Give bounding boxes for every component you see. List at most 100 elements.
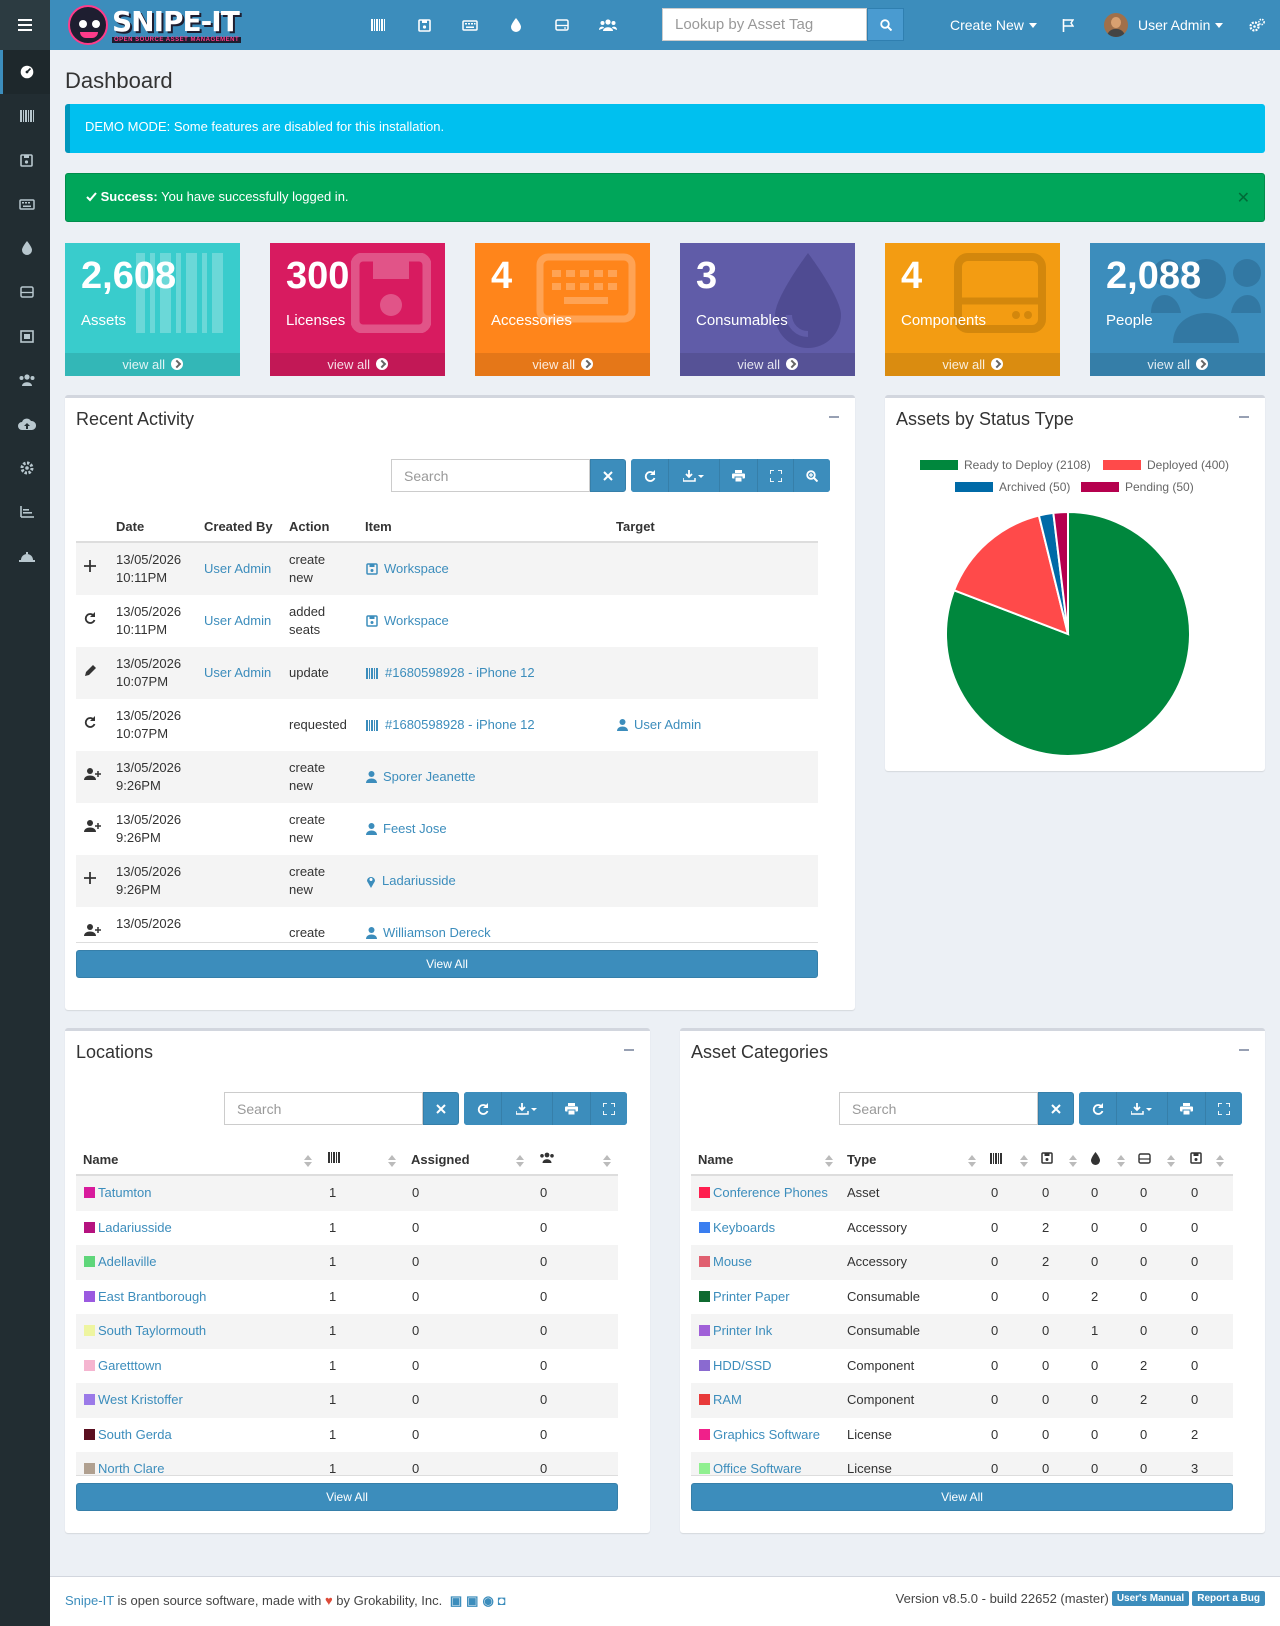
license-icon[interactable]	[401, 0, 447, 50]
collapse-icon[interactable]	[1239, 416, 1249, 418]
barcode-icon[interactable]	[355, 0, 401, 50]
column-header-consumables[interactable]	[1091, 1152, 1100, 1165]
sidebar-item-licenses[interactable]	[0, 138, 50, 182]
sort-icon[interactable]	[825, 1155, 833, 1167]
location-name-link[interactable]: North Clare	[84, 1460, 164, 1475]
view-all-link[interactable]: view all	[65, 353, 240, 376]
sort-icon[interactable]	[1167, 1155, 1175, 1167]
advanced-search-button[interactable]	[794, 459, 830, 492]
legend-item-ready[interactable]: Ready to Deploy (2108)	[920, 458, 1091, 472]
search-input[interactable]: Search	[391, 459, 590, 492]
target-link[interactable]: User Admin	[617, 716, 701, 734]
collapse-icon[interactable]	[829, 416, 839, 418]
sidebar-toggle-icon[interactable]	[0, 0, 50, 50]
sort-icon[interactable]	[603, 1155, 611, 1167]
location-name-link[interactable]: Garetttown	[84, 1357, 162, 1375]
print-button[interactable]	[1168, 1092, 1206, 1125]
refresh-button[interactable]	[1079, 1092, 1117, 1125]
legend-item-deployed[interactable]: Deployed (400)	[1103, 458, 1229, 472]
asset-tag-search-button[interactable]	[867, 8, 904, 41]
settings-cogs-icon[interactable]	[1234, 0, 1280, 50]
keyboard-icon[interactable]	[447, 0, 493, 50]
item-link[interactable]: #1680598928 - iPhone 12	[366, 716, 535, 734]
users-icon[interactable]	[585, 0, 631, 50]
column-header-licenses[interactable]	[1041, 1152, 1053, 1164]
category-name-link[interactable]: Printer Ink	[699, 1322, 772, 1340]
column-header-assigned[interactable]: Assigned	[411, 1152, 470, 1167]
sidebar-item-components[interactable]	[0, 270, 50, 314]
category-name-link[interactable]: Conference Phones	[699, 1184, 828, 1202]
column-header-target[interactable]: Target	[616, 519, 655, 534]
category-name-link[interactable]: HDD/SSD	[699, 1357, 772, 1375]
asset-tag-search-input[interactable]: Lookup by Asset Tag	[662, 8, 867, 41]
clear-search-button[interactable]	[1038, 1092, 1074, 1125]
sidebar-item-assets[interactable]	[0, 94, 50, 138]
created-by-link[interactable]: User Admin	[204, 613, 272, 628]
sort-icon[interactable]	[1216, 1155, 1224, 1167]
view-all-button[interactable]: View All	[76, 1483, 618, 1511]
social-icons[interactable]: ▣▣◉◘	[449, 1593, 510, 1608]
user-menu-dropdown[interactable]: User Admin	[1138, 0, 1224, 50]
export-button[interactable]	[669, 459, 720, 492]
legend-item-pending[interactable]: Pending (50)	[1081, 480, 1194, 494]
sort-icon[interactable]	[516, 1155, 524, 1167]
sort-icon[interactable]	[1117, 1155, 1125, 1167]
location-name-link[interactable]: Adellaville	[84, 1253, 157, 1271]
sidebar-item-import[interactable]	[0, 402, 50, 446]
droplet-icon[interactable]	[493, 0, 539, 50]
sort-icon[interactable]	[1069, 1155, 1077, 1167]
refresh-button[interactable]	[631, 459, 669, 492]
stat-box-components[interactable]: 4 Components view all	[885, 243, 1060, 376]
create-new-dropdown[interactable]: Create New	[950, 0, 1037, 50]
location-name-link[interactable]: South Taylormouth	[84, 1322, 206, 1340]
sidebar-item-accessories[interactable]	[0, 182, 50, 226]
legend-item-archived[interactable]: Archived (50)	[955, 480, 1070, 494]
column-header-created-by[interactable]: Created By	[204, 519, 273, 534]
location-name-link[interactable]: Tatumton	[84, 1184, 151, 1202]
sidebar-item-kits[interactable]	[0, 314, 50, 358]
column-header-action[interactable]: Action	[289, 519, 330, 534]
location-name-link[interactable]: West Kristoffer	[84, 1391, 183, 1409]
view-all-link[interactable]: view all	[1090, 353, 1265, 376]
sidebar-item-people[interactable]	[0, 358, 50, 402]
sort-icon[interactable]	[388, 1155, 396, 1167]
view-all-link[interactable]: view all	[270, 353, 445, 376]
view-all-link[interactable]: view all	[885, 353, 1060, 376]
flag-icon[interactable]	[1045, 0, 1091, 50]
item-link[interactable]: Williamson Dereck	[366, 924, 491, 942]
item-link[interactable]: #1680598928 - iPhone 12	[366, 664, 535, 682]
export-button[interactable]	[1117, 1092, 1168, 1125]
category-name-link[interactable]: Printer Paper	[699, 1288, 790, 1306]
column-header-item[interactable]: Item	[365, 519, 392, 534]
logo[interactable]: SNIPE-IT OPEN SOURCE ASSET MANAGEMENT	[68, 4, 242, 46]
item-link[interactable]: Workspace	[366, 560, 449, 578]
category-name-link[interactable]: Office Software	[699, 1460, 802, 1475]
clear-search-button[interactable]	[590, 459, 626, 492]
item-link[interactable]: Workspace	[366, 612, 449, 630]
collapse-icon[interactable]	[1239, 1049, 1249, 1051]
report-bug-button[interactable]: Report a Bug	[1192, 1591, 1265, 1606]
location-name-link[interactable]: South Gerda	[84, 1426, 172, 1444]
column-header-components[interactable]	[1138, 1153, 1151, 1164]
column-header-date[interactable]: Date	[116, 519, 145, 534]
print-button[interactable]	[553, 1092, 591, 1125]
stat-box-consumables[interactable]: 3 Consumables view all	[680, 243, 855, 376]
column-header-name[interactable]: Name	[698, 1152, 734, 1167]
view-all-link[interactable]: view all	[475, 353, 650, 376]
fullscreen-button[interactable]	[591, 1092, 627, 1125]
footer-brand-link[interactable]: Snipe-IT	[65, 1593, 114, 1608]
sidebar-item-consumables[interactable]	[0, 226, 50, 270]
stat-box-people[interactable]: 2,088 People view all	[1090, 243, 1265, 376]
clear-search-button[interactable]	[423, 1092, 459, 1125]
created-by-link[interactable]: User Admin	[204, 561, 272, 576]
column-header-assets[interactable]	[328, 1152, 341, 1163]
category-name-link[interactable]: Graphics Software	[699, 1426, 820, 1444]
stat-box-licenses[interactable]: 300 Licenses view all	[270, 243, 445, 376]
sort-icon[interactable]	[968, 1155, 976, 1167]
stat-box-accessories[interactable]: 4 Accessories view all	[475, 243, 650, 376]
column-header-people[interactable]	[539, 1152, 555, 1163]
column-header-assets[interactable]	[990, 1153, 1003, 1164]
fullscreen-button[interactable]	[1206, 1092, 1242, 1125]
sidebar-item-settings[interactable]	[0, 446, 50, 490]
location-name-link[interactable]: East Brantborough	[84, 1288, 206, 1306]
